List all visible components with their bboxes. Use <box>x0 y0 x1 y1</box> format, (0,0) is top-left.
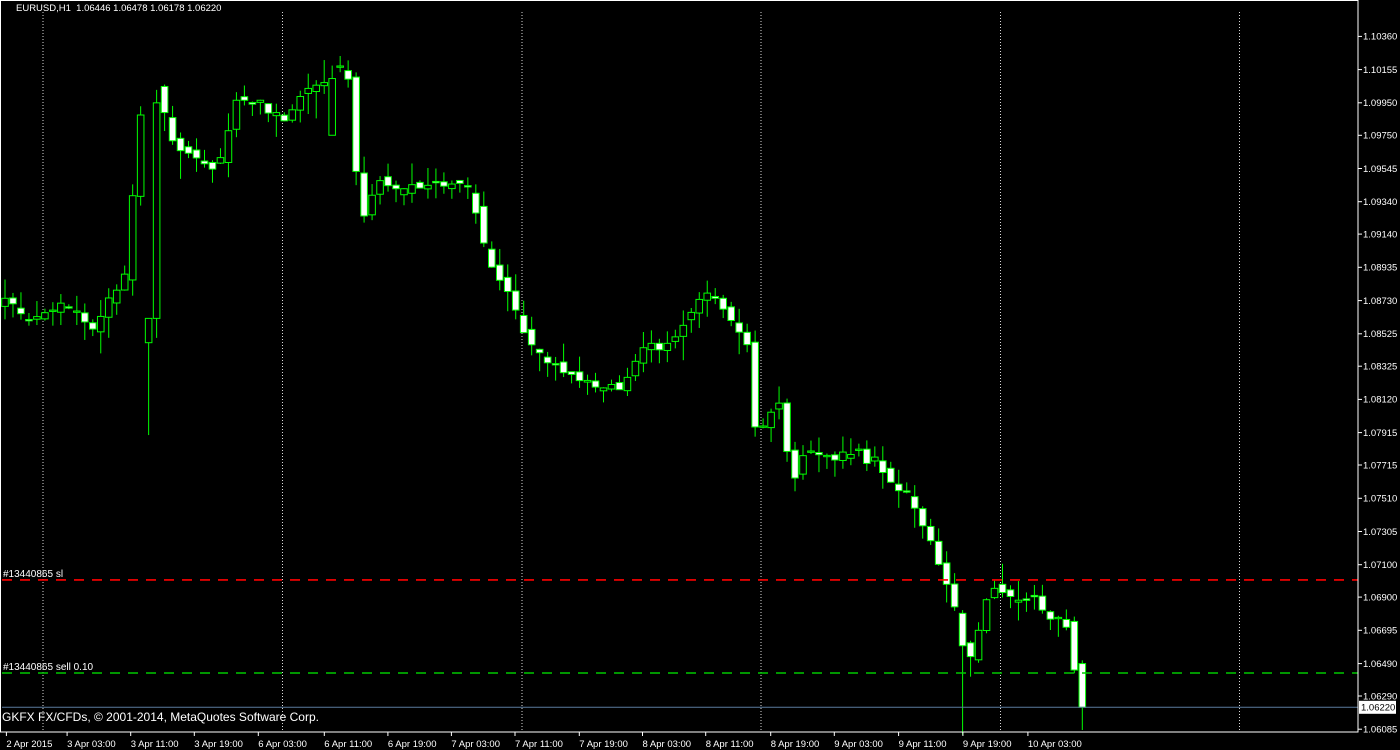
svg-text:1.09545: 1.09545 <box>1363 164 1397 175</box>
svg-text:#13440865 sl: #13440865 sl <box>3 569 63 580</box>
svg-text:1.09950: 1.09950 <box>1363 98 1397 109</box>
svg-text:9 Apr 19:00: 9 Apr 19:00 <box>963 739 1012 750</box>
svg-text:1.08325: 1.08325 <box>1363 362 1397 373</box>
svg-text:1.07915: 1.07915 <box>1363 428 1397 439</box>
svg-text:1.07305: 1.07305 <box>1363 527 1397 538</box>
svg-text:6 Apr 03:00: 6 Apr 03:00 <box>258 739 307 750</box>
svg-text:1.08935: 1.08935 <box>1363 263 1397 274</box>
svg-text:1.07100: 1.07100 <box>1363 560 1397 571</box>
svg-text:1.06900: 1.06900 <box>1363 592 1397 603</box>
svg-text:1.07510: 1.07510 <box>1363 494 1397 505</box>
svg-text:1.06220: 1.06220 <box>1361 703 1395 714</box>
svg-text:7 Apr 11:00: 7 Apr 11:00 <box>515 739 563 750</box>
svg-text:3 Apr 11:00: 3 Apr 11:00 <box>131 739 179 750</box>
svg-text:2 Apr 2015: 2 Apr 2015 <box>6 739 52 750</box>
svg-text:GKFX FX/CFDs, © 2001-2014, Met: GKFX FX/CFDs, © 2001-2014, MetaQuotes So… <box>2 710 319 724</box>
svg-text:1.08120: 1.08120 <box>1363 395 1397 406</box>
svg-text:1.09340: 1.09340 <box>1363 197 1397 208</box>
svg-text:8 Apr 03:00: 8 Apr 03:00 <box>643 739 692 750</box>
svg-text:8 Apr 11:00: 8 Apr 11:00 <box>706 739 754 750</box>
svg-text:6 Apr 11:00: 6 Apr 11:00 <box>324 739 372 750</box>
svg-text:7 Apr 03:00: 7 Apr 03:00 <box>451 739 500 750</box>
svg-text:EURUSD,H1 1.06446 1.06478 1.0: EURUSD,H1 1.06446 1.06478 1.06178 1.0622… <box>16 3 221 14</box>
svg-text:#13440865 sell 0.10: #13440865 sell 0.10 <box>3 662 94 673</box>
svg-text:1.09750: 1.09750 <box>1363 131 1397 142</box>
svg-text:1.09140: 1.09140 <box>1363 229 1397 240</box>
svg-text:1.06290: 1.06290 <box>1363 691 1397 702</box>
svg-text:8 Apr 19:00: 8 Apr 19:00 <box>771 739 820 750</box>
svg-text:6 Apr 19:00: 6 Apr 19:00 <box>388 739 437 750</box>
svg-text:1.08730: 1.08730 <box>1363 296 1397 307</box>
svg-text:1.06490: 1.06490 <box>1363 659 1397 670</box>
svg-text:10 Apr 03:00: 10 Apr 03:00 <box>1028 739 1082 750</box>
svg-text:1.06695: 1.06695 <box>1363 626 1397 637</box>
svg-text:3 Apr 03:00: 3 Apr 03:00 <box>67 739 116 750</box>
svg-text:3 Apr 19:00: 3 Apr 19:00 <box>194 739 243 750</box>
svg-text:1.06085: 1.06085 <box>1363 725 1397 736</box>
svg-text:7 Apr 19:00: 7 Apr 19:00 <box>579 739 628 750</box>
svg-text:1.10360: 1.10360 <box>1363 32 1397 43</box>
svg-text:1.07715: 1.07715 <box>1363 460 1397 471</box>
svg-text:9 Apr 11:00: 9 Apr 11:00 <box>899 739 947 750</box>
svg-text:1.10155: 1.10155 <box>1363 65 1397 76</box>
svg-text:1.08525: 1.08525 <box>1363 329 1397 340</box>
svg-text:9 Apr 03:00: 9 Apr 03:00 <box>834 739 883 750</box>
